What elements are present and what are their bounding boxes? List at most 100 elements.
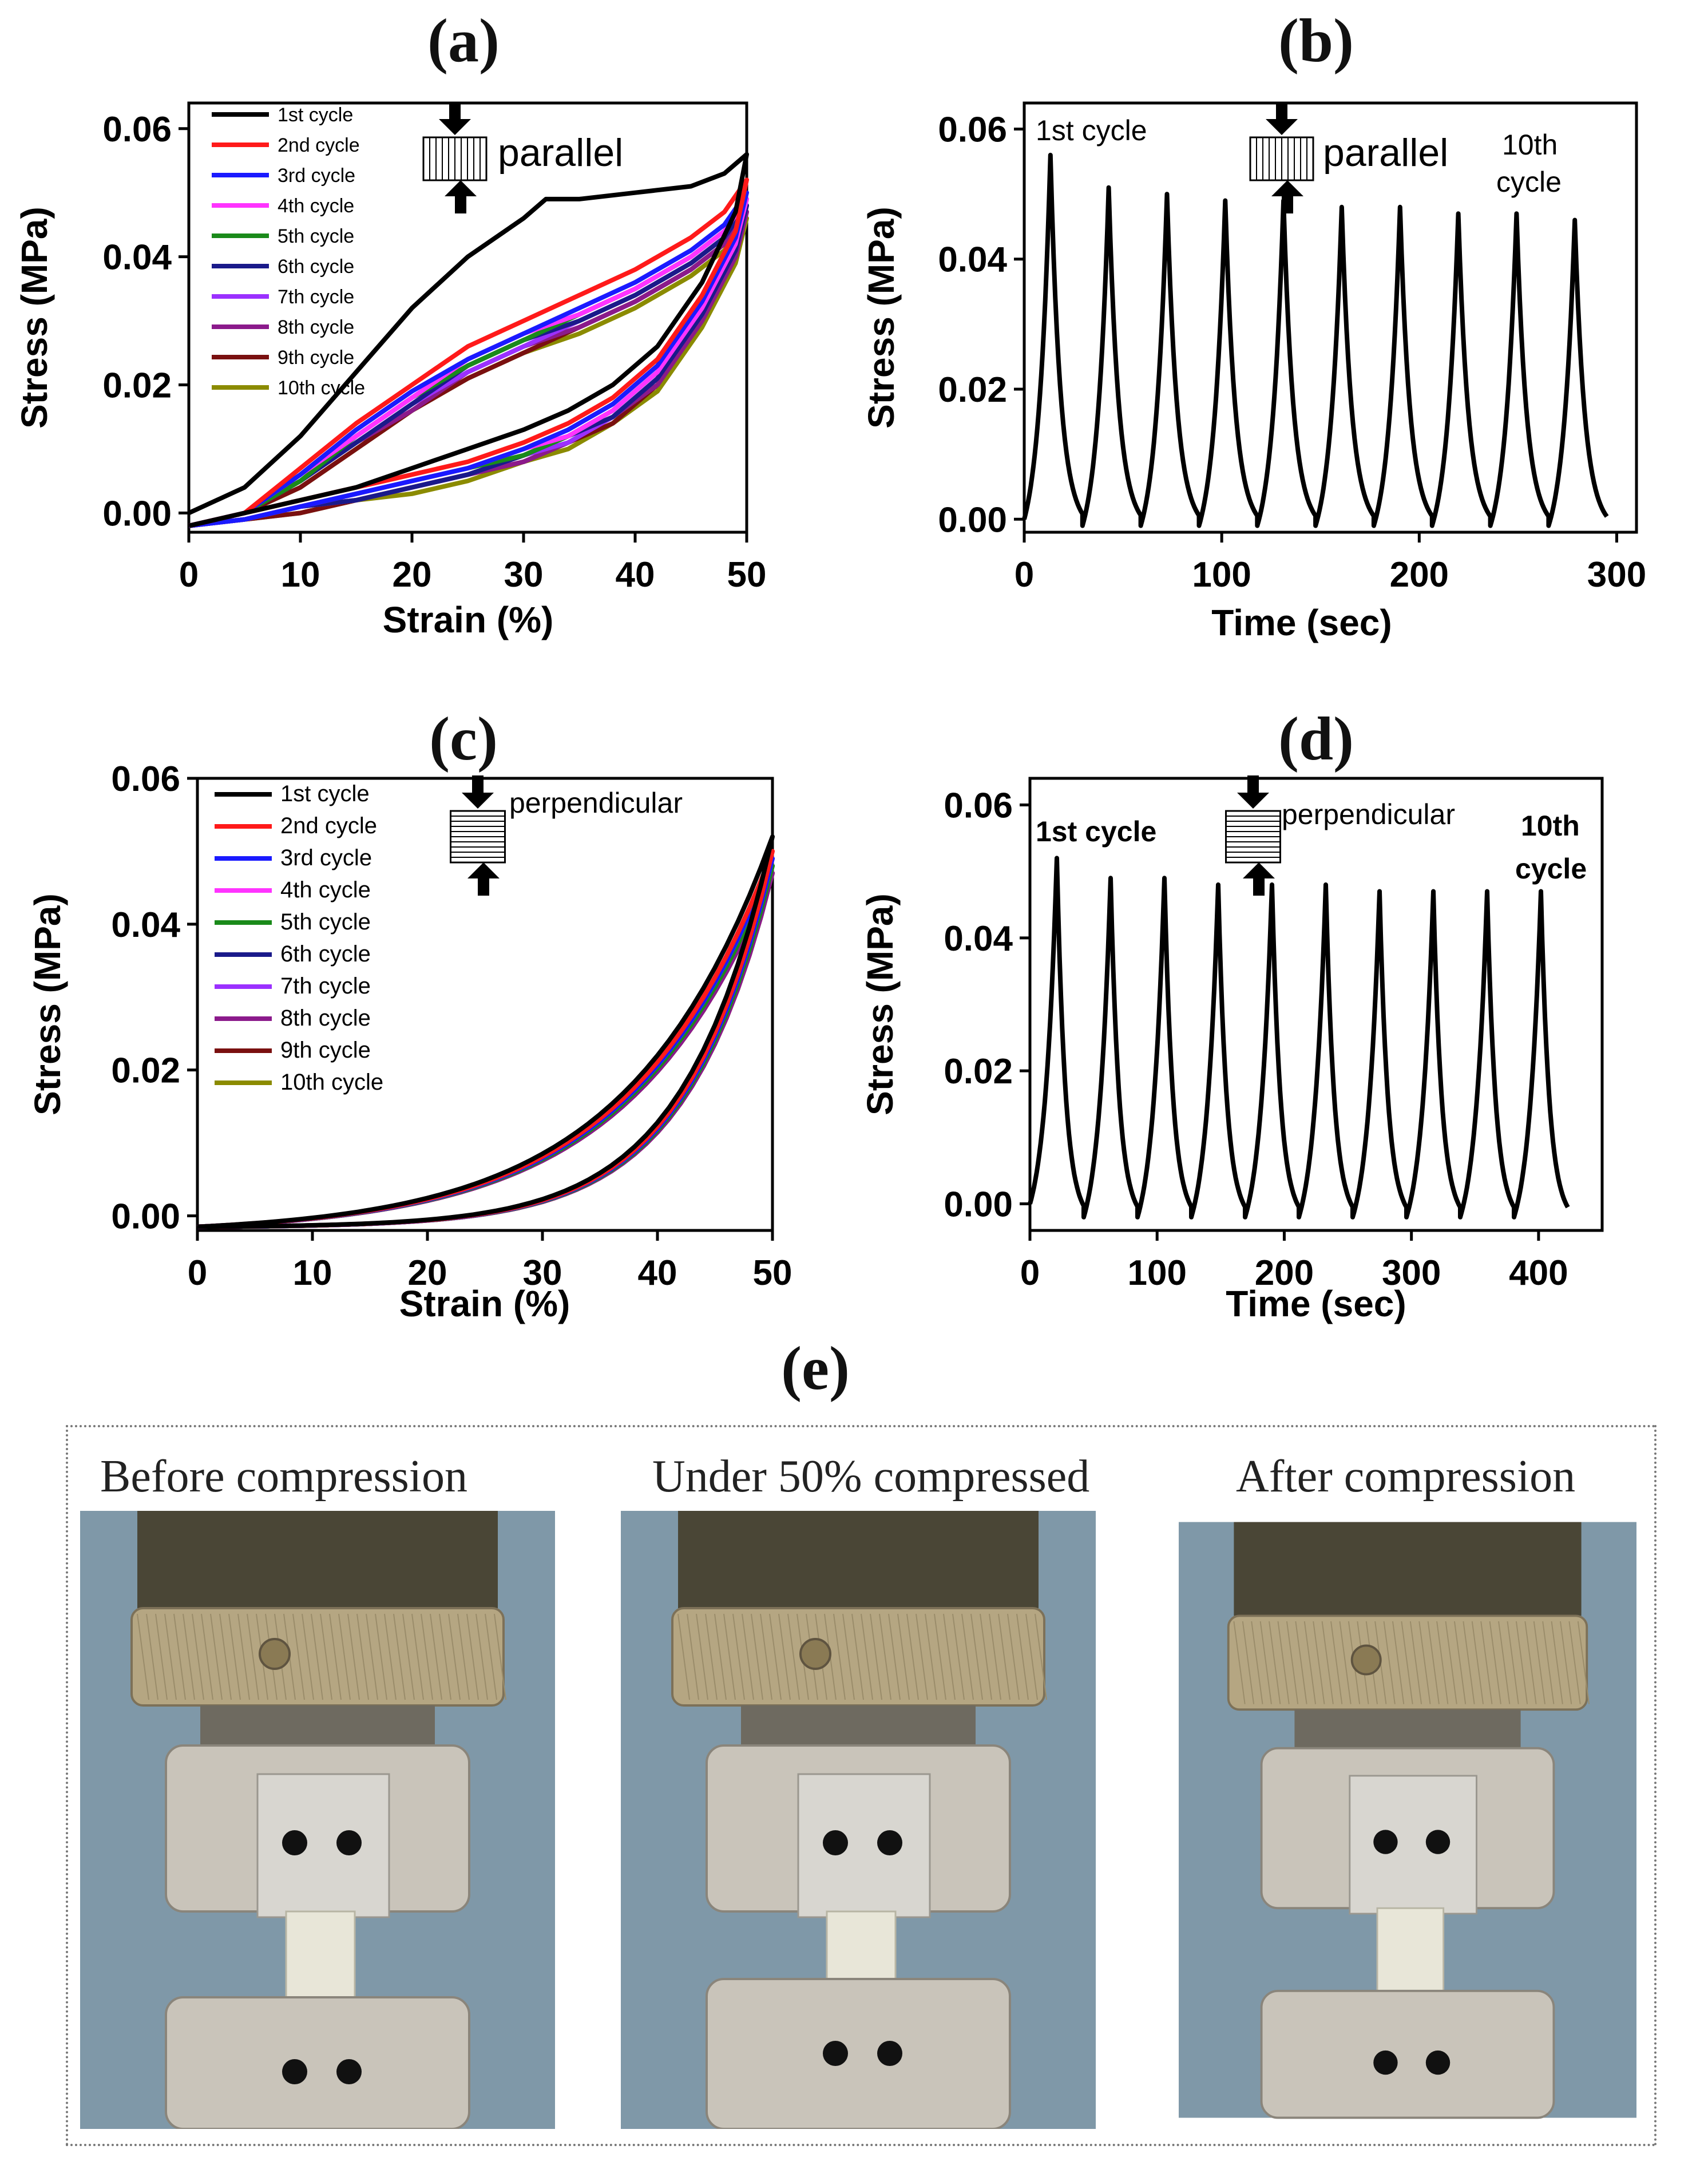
y-tick-label: 0.04 <box>938 240 1007 280</box>
knurl-line <box>292 1613 305 1700</box>
knurl-line <box>1303 1621 1316 1704</box>
knurl-line <box>1515 1621 1528 1704</box>
arrow-icon <box>439 102 471 135</box>
knurl-line <box>1453 1621 1467 1704</box>
legend-label: 5th cycle <box>278 225 354 247</box>
x-tick-label: 0 <box>188 1253 207 1293</box>
photo-caption-before: Before compression <box>100 1451 468 1502</box>
y-tick-label: 0.04 <box>102 238 172 278</box>
knurl-line <box>916 1613 928 1700</box>
knurl-line <box>219 1613 232 1700</box>
tenth-cycle-annotation-line2: cycle <box>1496 166 1562 198</box>
knurl-line <box>237 1613 250 1700</box>
knurl-line <box>1321 1621 1334 1704</box>
knurl-line <box>677 1613 690 1700</box>
bolt-hole <box>877 2041 902 2066</box>
plot-frame <box>1023 101 1638 534</box>
y-tick-label: 0.06 <box>102 110 172 149</box>
legend-label: 1st cycle <box>278 104 353 126</box>
knurl-line <box>1277 1621 1290 1704</box>
x-tick-label: 20 <box>408 1253 447 1293</box>
tenth-cycle-annotation-line2: cycle <box>1515 853 1587 885</box>
knurl-line <box>1577 1621 1590 1704</box>
knurl-line <box>980 1613 992 1700</box>
plot-frame <box>1028 777 1604 1232</box>
bolt-hole <box>1425 1830 1451 1854</box>
knurl-line <box>228 1613 241 1700</box>
knurl-line <box>485 1613 497 1700</box>
x-tick-label: 10 <box>293 1253 332 1293</box>
chart-c: 0 10 20 30 40 50 0.00 0.02 0.04 0.06 1st cycle 2nd… <box>27 761 792 1324</box>
legend-label: 7th cycle <box>278 286 354 308</box>
x-axis-label: Strain (%) <box>383 599 554 640</box>
knurl-line <box>1489 1621 1501 1704</box>
photo-under <box>621 1511 1096 2129</box>
x-axis-label: Strain (%) <box>399 1283 570 1324</box>
legend-label: 7th cycle <box>280 973 371 999</box>
knurl-line <box>870 1613 882 1700</box>
bolt-hole <box>1373 1830 1398 1854</box>
parallel-sample-icon <box>1249 102 1314 213</box>
panel-label-b: (b) <box>1278 7 1354 75</box>
foam-sample <box>826 1910 897 1980</box>
knurl-line <box>1471 1621 1484 1704</box>
knurl-line <box>1542 1621 1555 1704</box>
knurl-line <box>888 1613 901 1700</box>
knurl-line <box>934 1613 946 1700</box>
bolt-hole <box>282 1830 307 1855</box>
knurl-line <box>723 1613 736 1700</box>
lower-platen <box>706 1978 1011 2129</box>
bolt-hole <box>1373 2050 1398 2075</box>
x-axis-label: Time (sec) <box>1211 602 1392 643</box>
panel-label-c: (c) <box>429 705 498 773</box>
legend-label: 10th cycle <box>278 377 365 399</box>
chart-a: 0 10 20 30 40 50 0.00 0.02 0.04 0.06 1st cycle 2nd… <box>14 101 766 640</box>
bolt-hole <box>1425 2050 1451 2075</box>
knurl-line <box>769 1613 782 1700</box>
panel-label-a: (a) <box>427 7 500 75</box>
knurl-line <box>146 1613 158 1700</box>
orientation-annotation: parallel <box>498 131 623 175</box>
y-axis-label: Stress (MPa) <box>27 893 68 1115</box>
knurl-line <box>1242 1621 1255 1704</box>
first-cycle-annotation: 1st cycle <box>1036 114 1147 147</box>
y-tick-label: 0.00 <box>938 500 1007 540</box>
lower-platen <box>1260 1989 1555 2119</box>
y-tick-label: 0.02 <box>938 370 1007 410</box>
knurl-line <box>1251 1621 1263 1704</box>
knurl-line <box>989 1613 1001 1700</box>
load-cell <box>678 1511 1039 1608</box>
x-tick-label: 400 <box>1509 1253 1568 1293</box>
x-tick-label: 30 <box>523 1253 562 1293</box>
knurl-line <box>833 1613 846 1700</box>
knurl-line <box>384 1613 397 1700</box>
x-tick-label: 300 <box>1587 555 1646 595</box>
knurl-line <box>311 1613 323 1700</box>
knurl-line <box>1295 1621 1307 1704</box>
x-tick-label: 40 <box>616 555 655 595</box>
x-tick-label: 100 <box>1192 555 1251 595</box>
series-line <box>197 834 775 1229</box>
y-axis-label: Stress (MPa) <box>859 893 901 1115</box>
chart-b: 0 100 200 300 0.00 0.02 0.04 0.06 Time (sec) St… <box>861 101 1646 643</box>
x-tick-label: 10 <box>281 555 320 595</box>
knurl-line <box>970 1613 983 1700</box>
panel-label-e: (e) <box>781 1335 850 1403</box>
knurl-line <box>375 1613 387 1700</box>
knurl-line <box>173 1613 186 1700</box>
knurl-line <box>1427 1621 1440 1704</box>
knurl-line <box>961 1613 974 1700</box>
knurl-line <box>494 1613 506 1700</box>
arrow-icon <box>1271 180 1303 213</box>
knurl-line <box>1339 1621 1352 1704</box>
knurl-line <box>411 1613 424 1700</box>
knurl-line <box>1330 1621 1343 1704</box>
bolt-hole <box>282 2059 307 2084</box>
y-tick-label: 0.00 <box>111 1197 180 1237</box>
bolt-hole <box>336 2059 362 2084</box>
orientation-annotation: perpendicular <box>1282 798 1455 830</box>
knurl-line <box>448 1613 461 1700</box>
knurl-line <box>164 1613 177 1700</box>
tenth-cycle-annotation-line1: 10th <box>1502 129 1558 161</box>
knurl-line <box>906 1613 919 1700</box>
